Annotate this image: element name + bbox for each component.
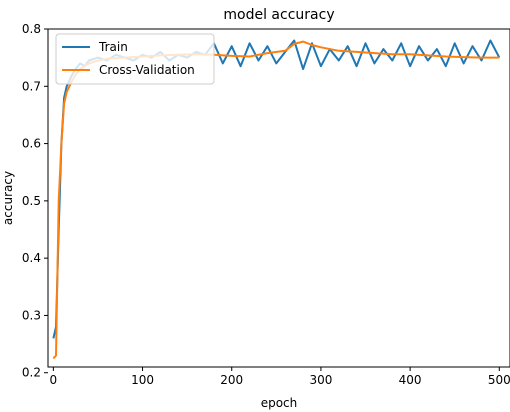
y-tick-label: 0.2 xyxy=(22,366,41,380)
y-axis-title: accuracy xyxy=(1,171,15,225)
y-tick-label: 0.5 xyxy=(22,194,41,208)
y-tick-label: 0.6 xyxy=(22,137,41,151)
x-tick-label: 100 xyxy=(131,373,154,387)
y-tick-label: 0.8 xyxy=(22,22,41,36)
x-tick-label: 200 xyxy=(220,373,243,387)
y-tick-label: 0.4 xyxy=(22,251,41,265)
x-axis-ticks: 0 100 200 300 400 500 xyxy=(50,367,510,387)
legend-label-train: Train xyxy=(98,40,128,54)
x-axis-title: epoch xyxy=(261,396,298,410)
x-tick-label: 300 xyxy=(309,373,332,387)
x-tick-label: 400 xyxy=(399,373,422,387)
y-tick-label: 0.7 xyxy=(22,79,41,93)
x-tick-label: 0 xyxy=(50,373,58,387)
chart-title: model accuracy xyxy=(223,7,334,23)
legend-box xyxy=(55,33,215,85)
legend: Train Cross-Validation xyxy=(55,33,215,85)
x-tick-label: 500 xyxy=(488,373,510,387)
legend-label-cross-validation: Cross-Validation xyxy=(99,63,195,77)
y-tick-label: 0.3 xyxy=(22,308,41,322)
plot-area xyxy=(47,28,510,368)
y-axis-ticks: 0.2 0.3 0.4 0.5 0.6 0.7 0.8 xyxy=(22,22,48,380)
